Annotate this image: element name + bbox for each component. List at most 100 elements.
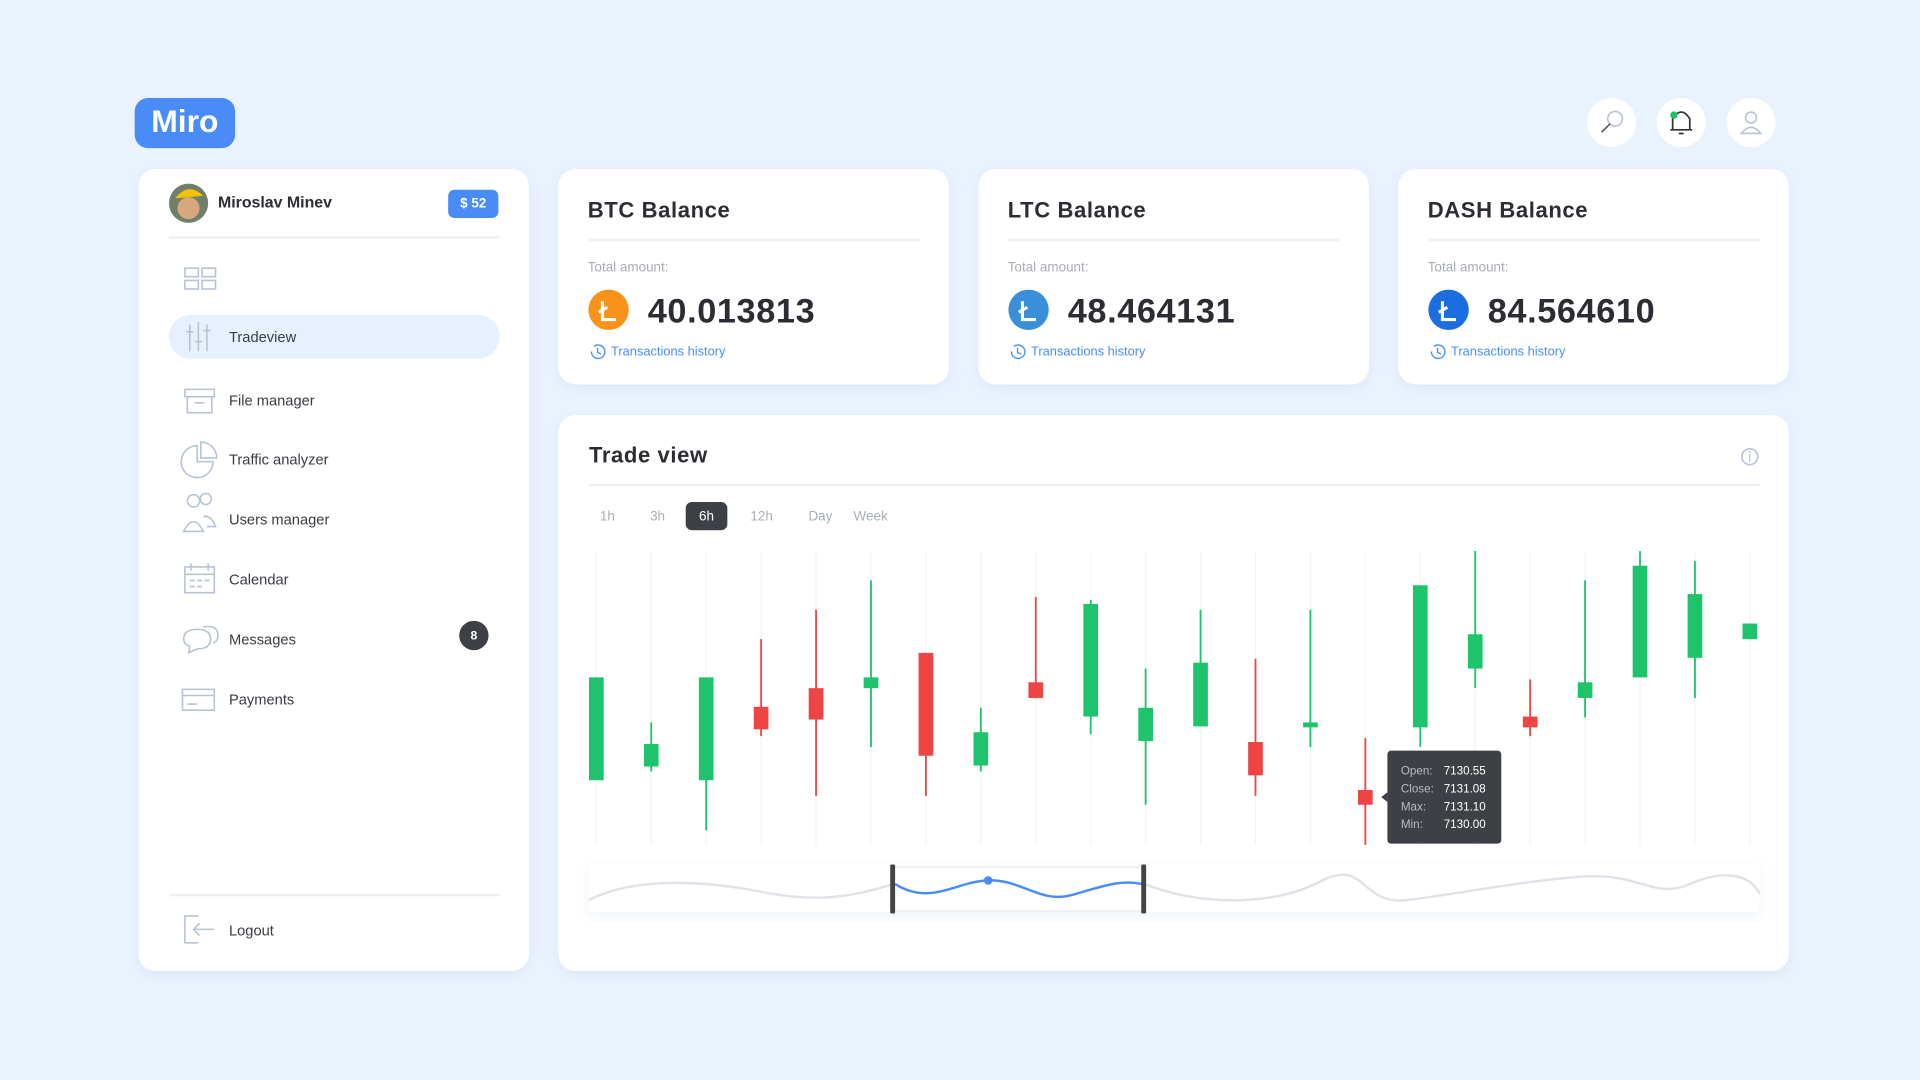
- coin-symbol: [1018, 301, 1036, 322]
- profile-button[interactable]: [1726, 97, 1776, 147]
- candlestick-chart: Open: 7130.55 Close: 7131.08 Max: 7131.10 Min:…: [588, 551, 1758, 845]
- amount-label: Total amount:: [588, 260, 669, 275]
- tooltip-label: Close:: [1401, 782, 1434, 795]
- logout-icon[interactable]: [184, 915, 215, 944]
- avatar-cap: [175, 189, 204, 199]
- logo[interactable]: Miro: [151, 103, 218, 139]
- user-balance: $ 52: [460, 195, 486, 210]
- range-button[interactable]: 3h: [650, 508, 665, 523]
- range-navigator[interactable]: [588, 863, 1761, 914]
- history-link[interactable]: Transactions history: [1451, 343, 1566, 358]
- candle-body[interactable]: [1028, 682, 1044, 698]
- logo-box[interactable]: [134, 97, 236, 149]
- tooltip-value: 7131.10: [1444, 800, 1487, 813]
- candle-body[interactable]: [1742, 623, 1758, 640]
- candle-body[interactable]: [1632, 565, 1648, 678]
- avatar-face: [177, 197, 200, 220]
- nav-icon[interactable]: [184, 388, 216, 414]
- tooltip-label: Min:: [1401, 818, 1423, 831]
- balance-amount: 48.464131: [1068, 293, 1236, 331]
- notifications-button[interactable]: [1656, 97, 1706, 147]
- history-link[interactable]: Transactions history: [611, 343, 726, 358]
- dashboard-icon[interactable]: [184, 267, 217, 290]
- info-icon[interactable]: [1741, 447, 1759, 466]
- nav-badge: [459, 620, 489, 651]
- candle-body[interactable]: [1138, 707, 1153, 742]
- nav-active-bg: [168, 314, 500, 359]
- nav-icon[interactable]: [182, 625, 219, 654]
- nav-label[interactable]: Messages: [229, 632, 296, 648]
- history-icon[interactable]: [1430, 344, 1446, 360]
- balance-badge: [448, 189, 499, 218]
- candle-body[interactable]: [863, 677, 879, 689]
- nav-icon[interactable]: [180, 441, 218, 479]
- logout[interactable]: Logout: [229, 924, 274, 940]
- sidebar: [138, 168, 529, 972]
- coin-symbol: [598, 301, 616, 322]
- coin-icon: [588, 289, 629, 330]
- amount-label: Total amount:: [1008, 260, 1089, 275]
- coin-symbol: [1438, 301, 1456, 322]
- candle-body[interactable]: [973, 732, 989, 766]
- candle-body[interactable]: [1577, 682, 1593, 698]
- nav-icon[interactable]: [184, 563, 216, 594]
- candle-body[interactable]: [1687, 594, 1703, 658]
- balance-title: LTC Balance: [1008, 198, 1147, 223]
- candle-body[interactable]: [808, 688, 824, 720]
- coin-icon: [1428, 289, 1469, 330]
- tooltip-value: 7130.55: [1444, 765, 1486, 778]
- candle-body[interactable]: [1248, 742, 1263, 776]
- tooltip-label: Max:: [1401, 800, 1426, 813]
- range-button[interactable]: 12h: [750, 508, 772, 523]
- tooltip-pointer: [1381, 792, 1388, 803]
- range-button[interactable]: 6h: [699, 508, 714, 523]
- nav-icon[interactable]: [181, 688, 216, 711]
- balance-card: [558, 168, 949, 385]
- candle-body[interactable]: [753, 706, 769, 730]
- amount-label: Total amount:: [1428, 260, 1509, 275]
- balance-cards: BTC Balance Total amount: 40.013813 Transac…: [558, 168, 1789, 385]
- range-button[interactable]: Week: [854, 508, 888, 523]
- nav-label[interactable]: Traffic analyzer: [229, 452, 329, 468]
- nav-icon[interactable]: [182, 492, 217, 533]
- balance-card: [1398, 168, 1789, 385]
- tooltip-label: Open:: [1401, 765, 1433, 778]
- candle-body[interactable]: [1412, 585, 1428, 728]
- candle-body[interactable]: [1083, 603, 1099, 717]
- nav-label[interactable]: Payments: [229, 692, 294, 708]
- candle-body[interactable]: [1193, 662, 1208, 727]
- history-icon[interactable]: [590, 344, 606, 360]
- candle-body[interactable]: [1303, 722, 1318, 728]
- balance-amount: 40.013813: [648, 293, 816, 331]
- history-icon[interactable]: [1010, 344, 1026, 360]
- nav-label[interactable]: Calendar: [229, 572, 289, 588]
- coin-icon: [1008, 289, 1049, 330]
- time-ranges: 1h 3h 6h 12h Day Week: [600, 502, 888, 531]
- candle-body[interactable]: [643, 744, 659, 767]
- balance-card: [978, 168, 1369, 385]
- search-button[interactable]: [1586, 97, 1636, 147]
- tooltip-value: 7130.00: [1444, 818, 1487, 831]
- nav-label[interactable]: Users manager: [229, 512, 330, 528]
- nav-icon[interactable]: [186, 322, 211, 352]
- candle-body[interactable]: [698, 677, 714, 781]
- candle-body[interactable]: [1358, 790, 1373, 805]
- nav-badge-count: 8: [470, 628, 477, 642]
- user-name: Miroslav Minev: [218, 194, 332, 211]
- candle-body[interactable]: [1467, 634, 1483, 669]
- navigation: Tradeview File manager Traffic analyzer Use…: [168, 314, 500, 711]
- nav-label[interactable]: Tradeview: [229, 330, 297, 346]
- range-button[interactable]: 1h: [600, 508, 615, 523]
- range-active-bg[interactable]: [685, 502, 728, 531]
- history-link[interactable]: Transactions history: [1031, 343, 1146, 358]
- balance-title: BTC Balance: [588, 198, 731, 223]
- candle-body[interactable]: [1522, 716, 1538, 728]
- balance-amount: 84.564610: [1488, 293, 1655, 331]
- tooltip: [1387, 750, 1502, 844]
- candle-body[interactable]: [918, 652, 934, 756]
- nav-label[interactable]: File manager: [229, 394, 315, 410]
- range-button[interactable]: Day: [808, 508, 832, 523]
- candle-body[interactable]: [588, 677, 604, 781]
